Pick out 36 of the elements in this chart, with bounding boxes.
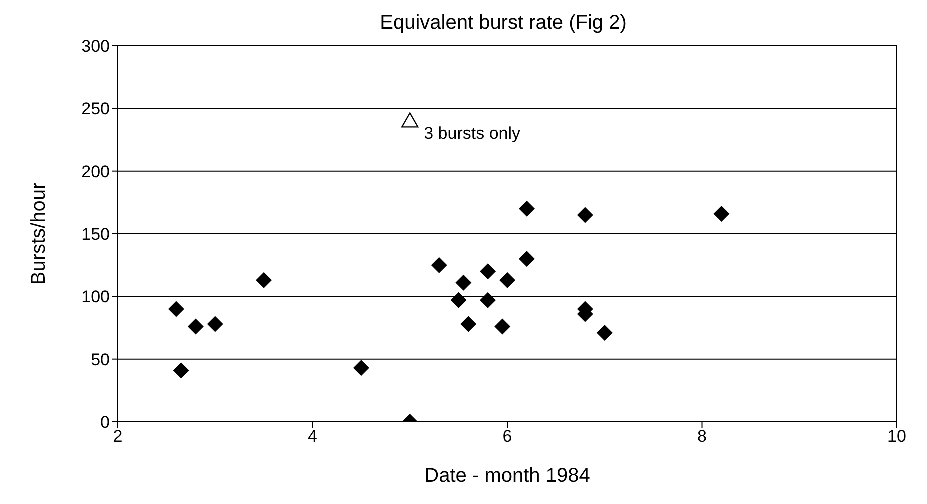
point [431,257,448,274]
point [596,325,613,342]
y-tick-label: 250 [82,100,110,119]
point [714,206,730,222]
point [456,274,472,291]
point [500,272,516,288]
point [518,200,535,217]
x-tick-label: 8 [698,427,707,446]
y-tick-label: 0 [100,413,110,432]
x-tick-label: 4 [308,427,318,446]
point [402,112,419,128]
x-tick-label: 2 [113,427,123,446]
point [518,251,535,268]
point [460,316,477,332]
y-tick-label: 300 [82,37,110,56]
point [480,264,496,280]
y-tick-label: 50 [91,350,110,370]
y-axis-title: Bursts/hour [28,182,50,286]
x-tick-label: 6 [502,427,512,446]
x-tick-label: 10 [888,427,906,446]
point [256,272,272,288]
point [450,292,467,308]
point [168,301,184,318]
point [207,316,224,332]
point [577,207,594,224]
y-tick-label: 150 [82,225,110,244]
y-tick-label: 200 [82,162,110,182]
point [480,292,496,308]
chart-title: Equivalent burst rate (Fig 2) [379,11,628,36]
point [188,318,204,335]
annotation: 3 bursts only [424,124,522,144]
point [494,318,511,335]
point [173,362,190,379]
point [353,360,370,376]
y-tick-label: 100 [82,288,110,307]
x-axis-title: Date - month 1984 [424,465,590,487]
